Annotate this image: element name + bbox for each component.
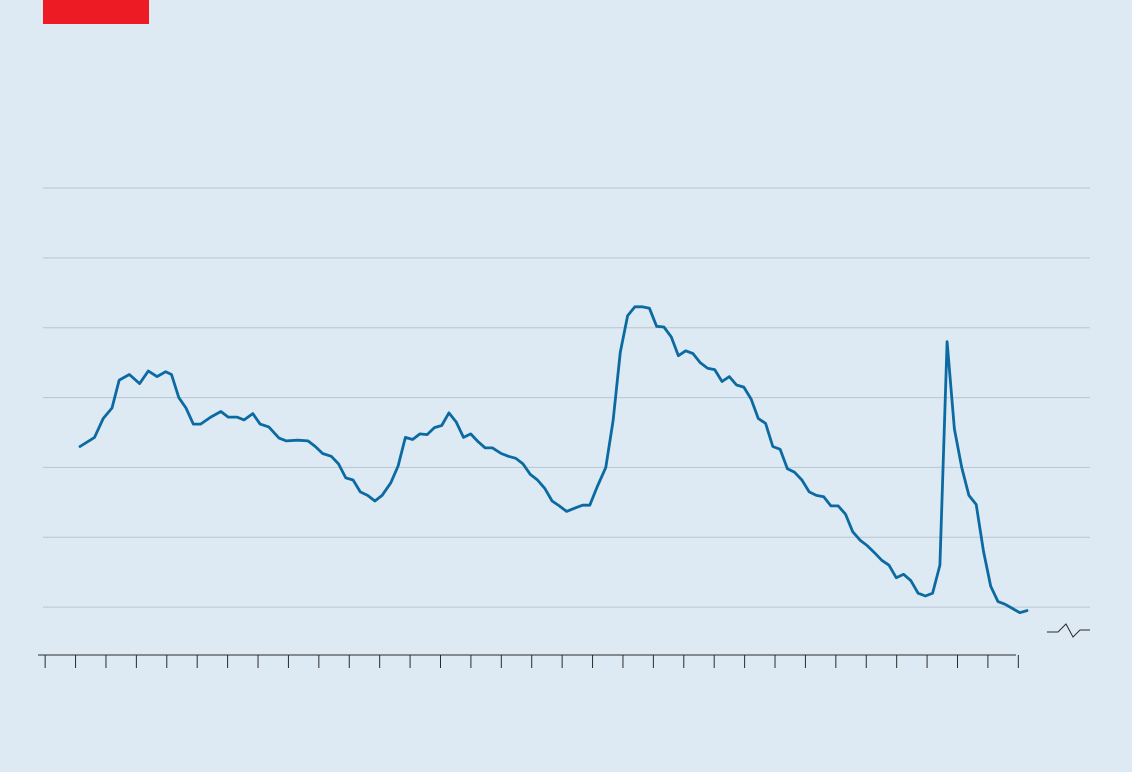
axis-break-mark bbox=[1047, 623, 1090, 638]
x-axis bbox=[38, 654, 1019, 668]
gridlines bbox=[43, 187, 1090, 608]
series-group bbox=[78, 305, 1029, 615]
axis-break-symbol bbox=[1047, 623, 1090, 638]
accent-tag bbox=[43, 0, 149, 24]
series-line bbox=[78, 305, 1029, 615]
